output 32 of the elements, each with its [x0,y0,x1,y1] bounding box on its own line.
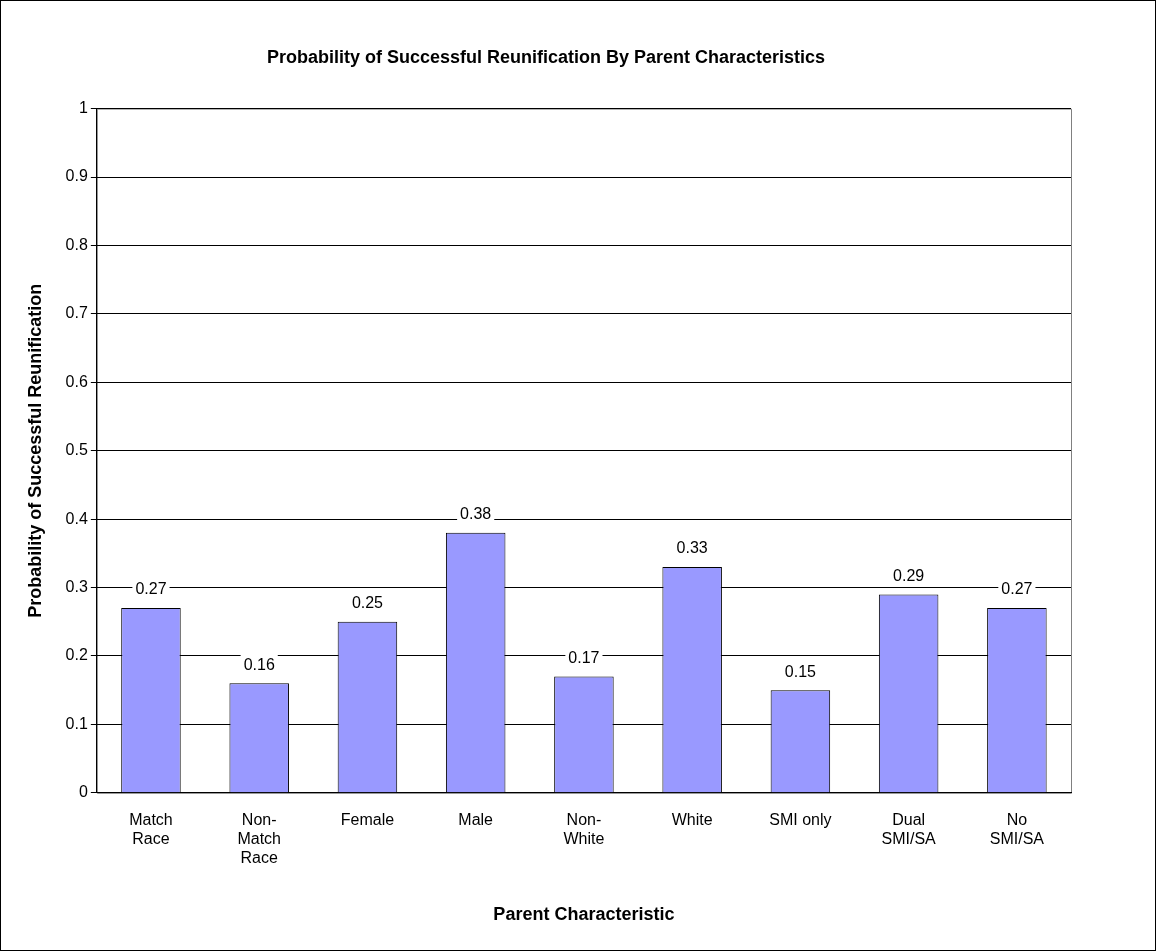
y-axis-title: Probability of Successful Reunification [24,283,45,618]
data-label: 0.25 [351,594,384,612]
y-tick-label: 0.9 [65,167,88,185]
x-tick-label: Dual SMI/SA [881,810,937,848]
data-label: 0.27 [135,580,167,598]
x-tick-label: Male [458,810,494,828]
x-tick-label: Non-White [563,810,605,848]
x-tick-label: Non-Match Race [237,810,281,867]
x-tick-label: White [671,810,713,828]
chart-title: Probability of Successful Reunification By Parent Characteristics [266,46,826,67]
y-tick-label: 0.2 [65,646,88,664]
data-label: 0.38 [460,505,492,523]
data-label: 0.29 [893,566,925,584]
y-tick-label: 0 [78,783,88,801]
x-axis-title: Parent Characteristic [493,904,675,925]
y-tick-label: 0.7 [65,304,88,322]
y-tick-label: 0.8 [65,235,88,253]
x-tick-label: No SMI/SA [989,810,1045,848]
y-tick-label: 1 [78,99,88,117]
y-tick-label: 0.1 [65,714,88,732]
x-tick-label: Match Race [129,810,173,848]
data-label: 0.27 [1001,580,1033,598]
data-label: 0.17 [568,648,600,666]
x-tick-label: Female [340,810,395,828]
data-label: 0.16 [243,655,275,673]
y-tick-label: 0.6 [65,372,88,390]
y-tick-label: 0.4 [65,509,88,527]
x-tick-label: SMI only [769,810,832,828]
data-label: 0.15 [784,662,817,680]
y-tick-label: 0.3 [65,577,88,595]
y-tick-label: 0.5 [65,441,88,459]
data-label: 0.33 [676,539,708,557]
